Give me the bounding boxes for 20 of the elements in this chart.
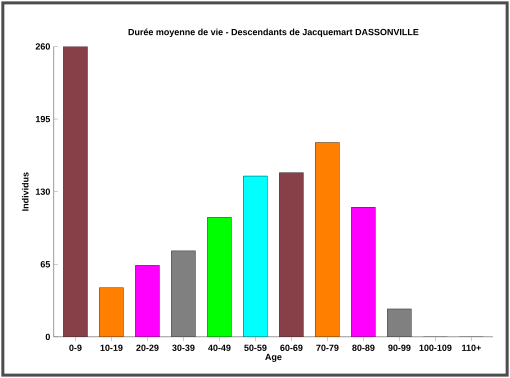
chart-title: Durée moyenne de vie - Descendants de Jacquemart DASSONVILLE	[128, 28, 418, 37]
x-axis-title: Age	[265, 354, 282, 362]
x-tick-label: 70-79	[316, 344, 339, 352]
x-tick-label: 50-59	[244, 344, 267, 352]
y-tick-label: 260	[36, 43, 50, 50]
x-tick-label: 80-89	[352, 344, 375, 352]
x-tick-label: 40-49	[208, 344, 231, 352]
x-tick-label: 20-29	[136, 344, 159, 352]
x-tick-label: 100-109	[420, 344, 452, 352]
x-tick-label: 30-39	[172, 344, 195, 352]
x-tick-label: 10-19	[100, 344, 123, 352]
y-tick-label: 65	[40, 261, 50, 268]
x-tick-label: 90-99	[388, 344, 411, 352]
x-tick-label: 60-69	[280, 344, 303, 352]
y-tick-label: 130	[36, 188, 50, 195]
y-tick-label: 195	[36, 116, 50, 122]
y-tick-label: 0	[46, 334, 50, 340]
x-tick-label: 0-9	[69, 344, 82, 352]
y-axis-title: Individus	[22, 172, 29, 211]
x-tick-label: 110+	[462, 344, 481, 352]
